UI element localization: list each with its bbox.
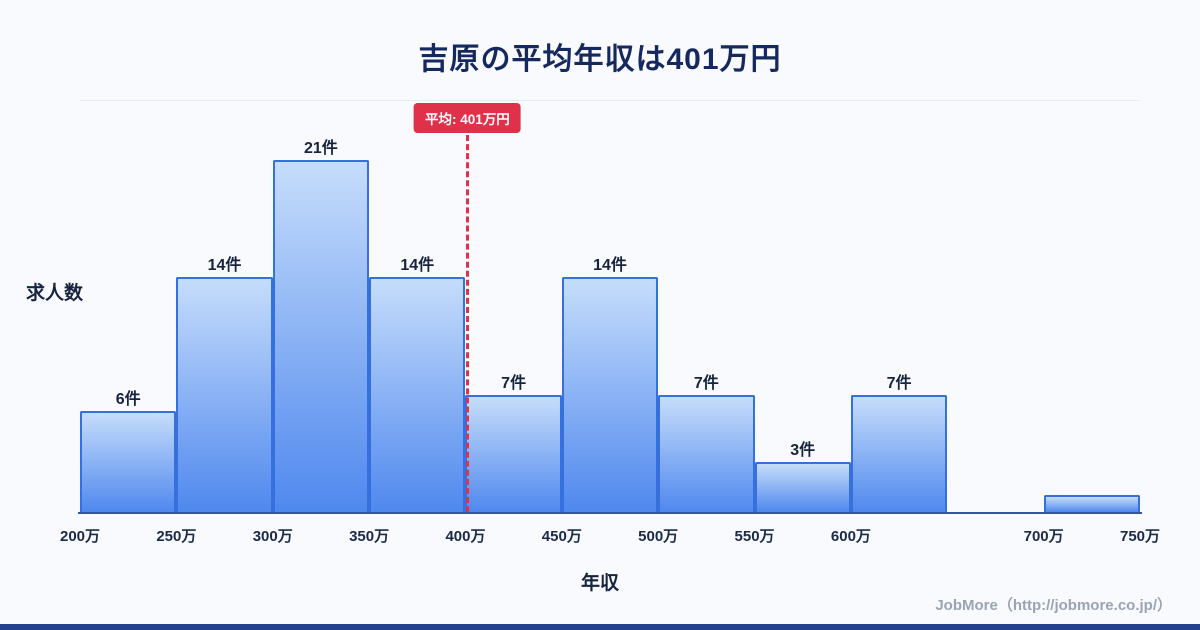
chart-title: 吉原の平均年収は401万円: [418, 43, 782, 76]
x-tick-label: 300万: [252, 528, 293, 545]
histogram-bar: [272, 160, 370, 512]
histogram-bar: [465, 394, 562, 512]
bar-count-label: 3件: [790, 441, 816, 459]
x-tick-label: 400万: [445, 528, 486, 545]
bar-count-label: 14件: [400, 257, 435, 275]
histogram-bar: [80, 411, 177, 512]
histogram-bar: [850, 394, 948, 512]
x-tick-label: 600万: [830, 528, 871, 545]
average-line: [465, 126, 469, 512]
average-badge: 平均: 401万円: [413, 103, 521, 133]
bar-count-label: 7件: [693, 374, 719, 392]
bar-count-label: 7件: [501, 374, 527, 392]
histogram-bar: [561, 277, 659, 512]
x-axis-line: [78, 512, 1142, 514]
x-tick-label: 750万: [1119, 528, 1161, 545]
x-tick-label: 250万: [156, 528, 197, 545]
bottom-accent-bar: [0, 624, 1200, 630]
x-tick-label: 350万: [349, 528, 390, 545]
x-tick-label: 450万: [541, 528, 582, 545]
histogram-bar: [754, 461, 851, 512]
histogram-bar: [176, 277, 273, 512]
x-tick-label: 500万: [638, 528, 679, 545]
bar-count-label: 6件: [115, 391, 141, 409]
bar-count-label: 21件: [304, 140, 338, 157]
x-tick-label: 700万: [1023, 528, 1064, 545]
histogram-bar: [1043, 495, 1140, 512]
bar-count-label: 14件: [593, 257, 627, 275]
y-axis-label: 求人数: [26, 283, 84, 304]
x-tick-label: 200万: [59, 528, 101, 545]
bar-count-label: 7件: [886, 374, 912, 392]
footer-credit: JobMore（http://jobmore.co.jp/）: [935, 597, 1172, 614]
bar-count-label: 14件: [207, 257, 242, 275]
x-axis-label: 年収: [580, 573, 619, 594]
plot-top-line: [80, 100, 1140, 101]
histogram-bar: [369, 277, 466, 512]
histogram-bar: [658, 394, 755, 512]
x-tick-label: 550万: [734, 528, 775, 545]
